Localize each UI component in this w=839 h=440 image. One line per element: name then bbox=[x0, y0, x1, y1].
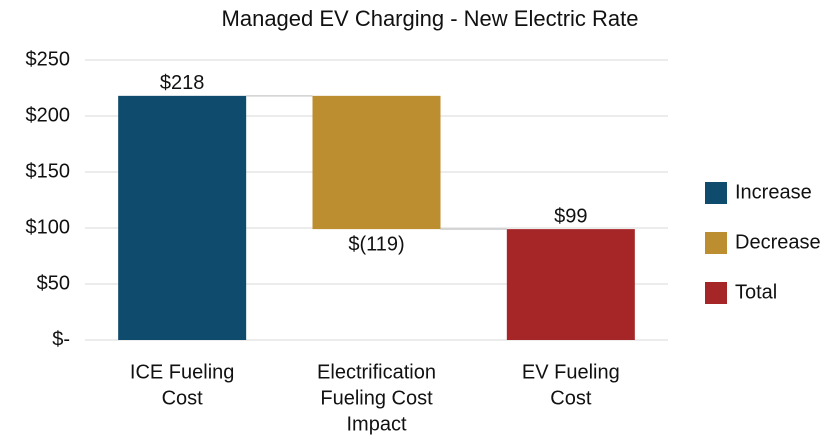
x-tick-label: Impact bbox=[346, 413, 406, 435]
legend-swatch bbox=[705, 232, 727, 254]
legend-swatch bbox=[705, 182, 727, 204]
x-tick-label: Fueling Cost bbox=[320, 387, 433, 409]
x-tick-label: Cost bbox=[162, 387, 204, 409]
x-tick-label: EV Fueling bbox=[522, 361, 620, 383]
y-tick-label: $50 bbox=[37, 272, 70, 294]
legend-label: Total bbox=[735, 281, 777, 303]
x-tick-label: Cost bbox=[550, 387, 592, 409]
data-label: $99 bbox=[554, 205, 587, 227]
x-tick-label: Electrification bbox=[317, 361, 436, 383]
legend-swatch bbox=[705, 282, 727, 304]
data-label: $(119) bbox=[348, 233, 404, 255]
bar bbox=[506, 229, 635, 340]
y-tick-label: $200 bbox=[26, 104, 71, 126]
y-tick-label: $250 bbox=[26, 48, 71, 70]
data-label: $218 bbox=[160, 72, 205, 94]
legend-label: Decrease bbox=[735, 231, 821, 253]
chart-title: Managed EV Charging - New Electric Rate bbox=[222, 6, 639, 31]
legend-label: Increase bbox=[735, 181, 812, 203]
bar bbox=[118, 95, 247, 340]
y-tick-label: $150 bbox=[26, 160, 71, 182]
y-tick-label: $- bbox=[52, 328, 70, 350]
y-tick-label: $100 bbox=[26, 216, 71, 238]
x-tick-label: ICE Fueling bbox=[130, 361, 235, 383]
bar bbox=[312, 95, 441, 230]
